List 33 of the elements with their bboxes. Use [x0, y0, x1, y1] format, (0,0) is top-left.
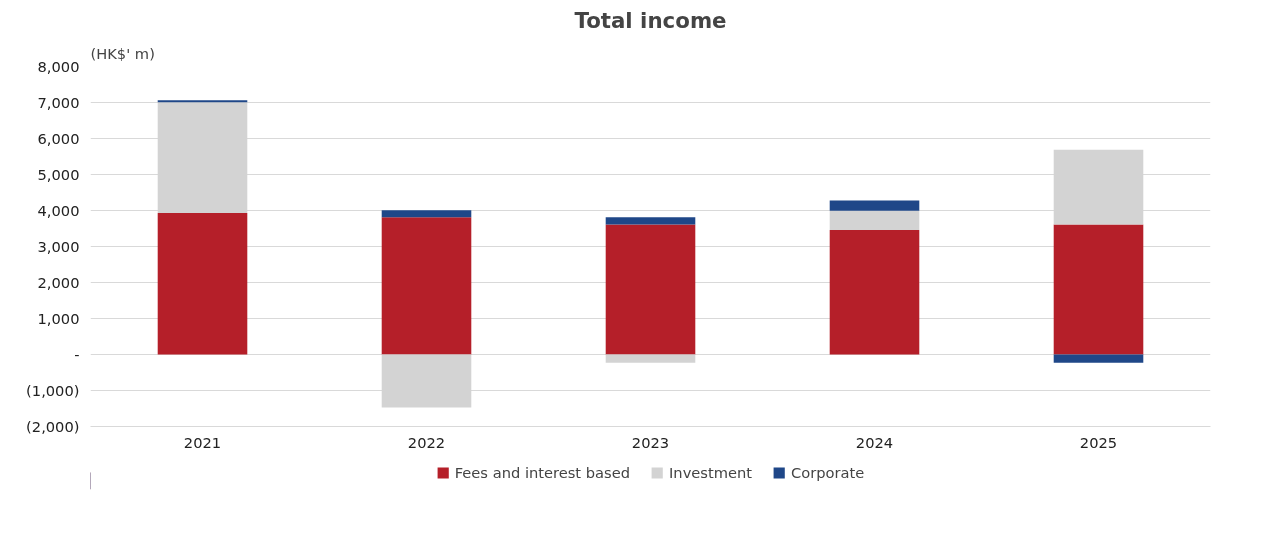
y-tick-label: 8,000 — [37, 58, 80, 75]
bar — [1053, 224, 1144, 355]
x-tick-label: 2024 — [855, 433, 894, 451]
y-tick-label: 6,000 — [37, 130, 80, 147]
y-tick-label: 4,000 — [37, 202, 80, 219]
y-tick-label: 2,000 — [37, 274, 80, 291]
bar — [605, 354, 696, 363]
bar — [605, 224, 696, 355]
y-tick-label: 1,000 — [37, 310, 80, 327]
bar — [829, 210, 920, 230]
legend-label: Fees and interest based — [454, 463, 631, 481]
x-tick-label: 2021 — [183, 433, 222, 451]
y-tick-label: 3,000 — [37, 238, 80, 255]
bar — [1053, 354, 1144, 363]
chart-title: Total income — [574, 7, 727, 33]
x-tick-label: 2022 — [407, 433, 446, 451]
bar — [381, 217, 472, 355]
y-tick-label: (1,000) — [26, 382, 80, 399]
bar — [605, 217, 696, 225]
y-tick-label: (2,000) — [26, 418, 80, 435]
y-tick-label: - — [74, 346, 80, 363]
legend-label: Investment — [669, 463, 753, 481]
bar — [157, 213, 248, 355]
bar — [829, 200, 920, 211]
y-tick-label: 7,000 — [37, 94, 80, 111]
bar — [381, 210, 472, 218]
legend-label: Corporate — [791, 463, 865, 481]
bar — [1053, 149, 1144, 225]
y-axis-title: (HK$' m) — [90, 44, 155, 62]
x-tick-label: 2025 — [1079, 433, 1118, 451]
x-tick-label: 2023 — [631, 433, 670, 451]
bar — [829, 229, 920, 355]
y-tick-label: 5,000 — [37, 166, 80, 183]
